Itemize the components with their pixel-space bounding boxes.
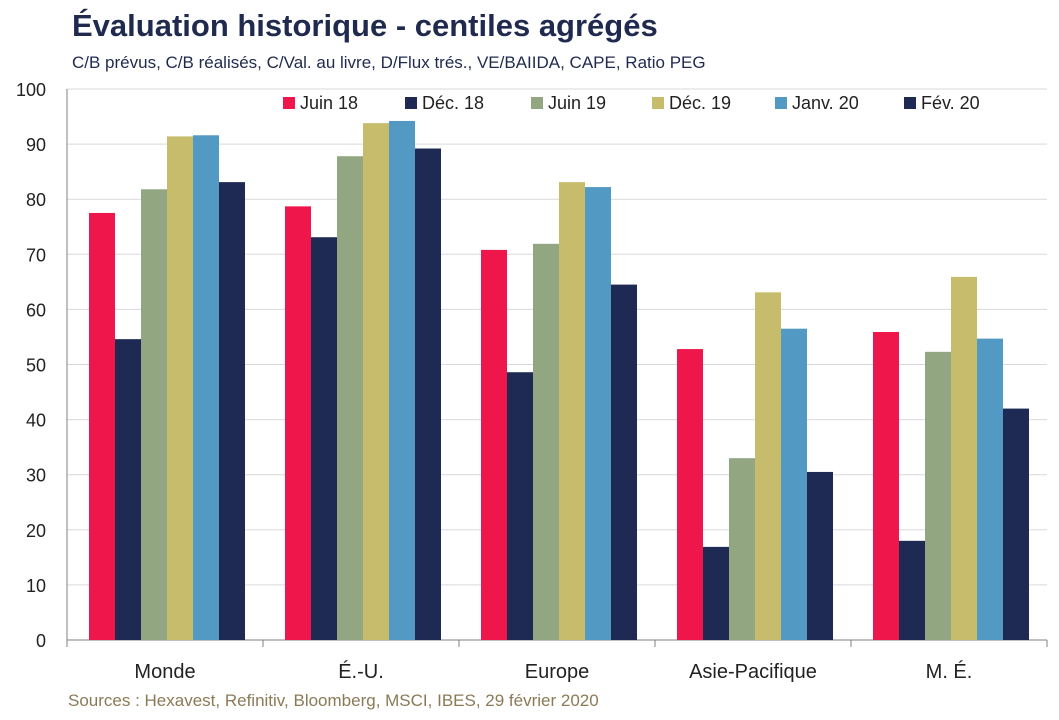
legend-swatch <box>531 97 543 109</box>
bar <box>703 546 729 640</box>
x-category-label: Asie-Pacifique <box>689 661 817 683</box>
bar <box>559 182 585 640</box>
legend-label: Juin 19 <box>548 93 606 113</box>
bar <box>285 206 311 640</box>
bar <box>1003 408 1029 640</box>
bar <box>899 540 925 640</box>
bar <box>925 351 951 640</box>
y-tick-label: 40 <box>26 411 46 431</box>
chart-subtitle: C/B prévus, C/B réalisés, C/Val. au livr… <box>72 53 706 72</box>
bar <box>389 120 415 640</box>
bar <box>807 471 833 640</box>
chart-title: Évaluation historique - centiles agrégés <box>72 8 658 43</box>
legend-swatch <box>904 97 916 109</box>
bar <box>533 243 559 640</box>
bar <box>311 237 337 640</box>
bar <box>507 372 533 640</box>
y-tick-label: 80 <box>26 190 46 210</box>
bar <box>115 339 141 640</box>
y-tick-label: 10 <box>26 576 46 596</box>
bar <box>89 212 115 640</box>
y-tick-label: 30 <box>26 466 46 486</box>
bar <box>611 284 637 640</box>
legend-label: Fév. 20 <box>921 93 980 113</box>
bar <box>167 136 193 641</box>
y-tick-label: 100 <box>16 80 46 100</box>
y-tick-label: 90 <box>26 135 46 155</box>
chart-source-note: Sources : Hexavest, Refinitiv, Bloomberg… <box>68 691 599 710</box>
bar <box>755 292 781 640</box>
bar <box>481 249 507 640</box>
legend-swatch <box>405 97 417 109</box>
legend-label: Janv. 20 <box>792 93 859 113</box>
legend-swatch <box>283 97 295 109</box>
y-tick-label: 0 <box>36 631 46 651</box>
legend-label: Déc. 18 <box>422 93 484 113</box>
x-category-label: É.-U. <box>338 660 384 683</box>
bar <box>193 135 219 640</box>
bar <box>677 349 703 640</box>
y-tick-label: 50 <box>26 356 46 376</box>
bar <box>337 156 363 641</box>
bar <box>141 189 167 641</box>
x-category-label: Europe <box>525 661 590 683</box>
bar <box>363 123 389 641</box>
x-category-label: M. É. <box>926 660 973 683</box>
legend-label: Déc. 19 <box>669 93 731 113</box>
bar <box>585 187 611 640</box>
bar <box>873 331 899 640</box>
bar <box>729 458 755 640</box>
bar <box>977 338 1003 640</box>
y-tick-label: 60 <box>26 300 46 320</box>
bar <box>951 276 977 640</box>
y-tick-label: 70 <box>26 245 46 265</box>
legend-swatch <box>775 97 787 109</box>
x-category-label: Monde <box>134 661 195 683</box>
bar <box>781 328 807 640</box>
y-tick-label: 20 <box>26 521 46 541</box>
legend-swatch <box>652 97 664 109</box>
legend-label: Juin 18 <box>300 93 358 113</box>
bar <box>415 148 441 640</box>
bar <box>219 182 245 640</box>
